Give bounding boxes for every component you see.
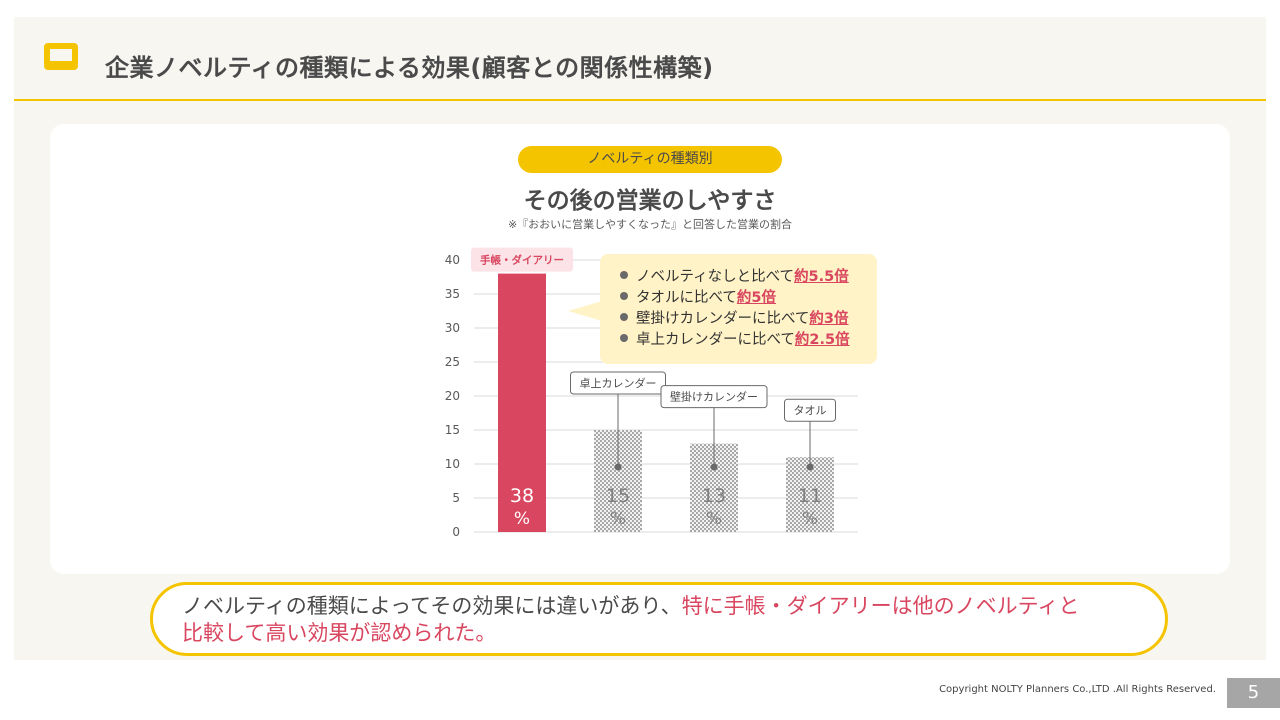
- y-tick-label: 40: [445, 253, 460, 267]
- y-tick-label: 15: [445, 423, 460, 437]
- callout-pointer: [568, 301, 602, 321]
- callout-item: タオルに比べて約5倍: [620, 288, 877, 309]
- y-tick-label: 20: [445, 389, 460, 403]
- category-label-box: [660, 385, 768, 409]
- copyright-notice: Copyright NOLTY Planners Co.,LTD .All Ri…: [939, 684, 1216, 695]
- bar-value-label: 15: [606, 485, 630, 507]
- summary-accent-text: 比較して高い効果が認められた。: [182, 621, 497, 645]
- comparison-callout: ノベルティなしと比べて約5.5倍 タオルに比べて約5倍 壁掛けカレンダーに比べて…: [600, 254, 877, 364]
- page-title: 企業ノベルティの種類による効果(顧客との関係性構築): [105, 54, 714, 82]
- category-label: タオル: [794, 404, 827, 417]
- bar-value-unit: %: [610, 509, 626, 529]
- category-label-box: [570, 371, 666, 395]
- chart-title: その後の営業のしやすさ: [523, 188, 777, 214]
- chart-subtitle: ※『おおいに営業しやすくなった』と回答した営業の割合: [507, 218, 793, 231]
- y-tick-label: 5: [452, 491, 460, 505]
- callout-item: 壁掛けカレンダーに比べて約3倍: [620, 309, 877, 330]
- summary-accent-text: 特に手帳・ダイアリーは他のノベルティと: [681, 594, 1080, 618]
- title-divider: [14, 99, 1266, 101]
- bar-value-unit: %: [706, 509, 722, 529]
- category-label-box: [471, 247, 573, 272]
- bar-value-label: 13: [702, 485, 726, 507]
- book-icon: [44, 43, 78, 70]
- bullet-icon: [620, 334, 628, 342]
- bar: [498, 273, 546, 532]
- summary-text: ノベルティの種類によってその効果には違いがあり、: [182, 594, 682, 618]
- bullet-icon: [620, 292, 628, 300]
- y-tick-label: 35: [445, 287, 460, 301]
- bullet-icon: [620, 313, 628, 321]
- callout-item: 卓上カレンダーに比べて約2.5倍: [620, 330, 877, 351]
- callout-item: ノベルティなしと比べて約5.5倍: [620, 267, 877, 288]
- category-label: 壁掛けカレンダー: [670, 390, 758, 404]
- category-label-box: [784, 398, 836, 422]
- bullet-icon: [620, 271, 628, 279]
- category-label: 卓上カレンダー: [580, 376, 657, 390]
- y-tick-label: 30: [445, 321, 460, 335]
- chart-category-pill: ノベルティの種類別: [518, 146, 782, 173]
- summary-box: ノベルティの種類によってその効果には違いがあり、特に手帳・ダイアリーは他のノベル…: [150, 582, 1168, 656]
- bar-value-unit: %: [514, 509, 530, 529]
- y-tick-label: 0: [452, 525, 460, 539]
- bar-value-label: 11: [798, 485, 822, 507]
- y-tick-label: 10: [445, 457, 460, 471]
- bar-value-unit: %: [802, 509, 818, 529]
- category-label: 手帳・ダイアリー: [480, 254, 564, 267]
- leader-dot: [710, 463, 718, 471]
- bar-value-label: 38: [510, 485, 534, 507]
- leader-dot: [614, 463, 622, 471]
- leader-dot: [806, 463, 814, 471]
- y-tick-label: 25: [445, 355, 460, 369]
- page-number: 5: [1227, 678, 1280, 708]
